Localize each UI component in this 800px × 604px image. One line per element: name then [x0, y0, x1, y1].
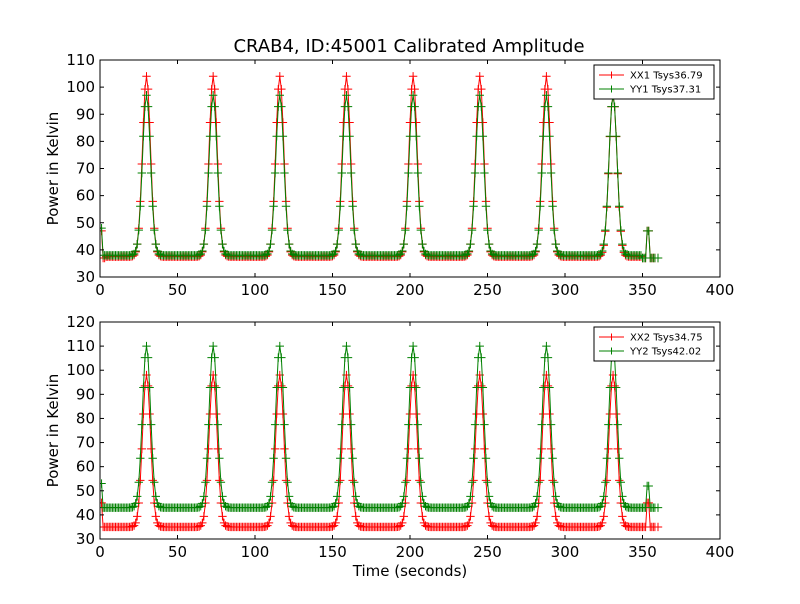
- x-tick-label: 200: [396, 281, 425, 299]
- x-tick-label: 300: [551, 281, 580, 299]
- y-axis-label: Power in Kelvin: [44, 112, 62, 226]
- x-tick-label: 100: [241, 281, 270, 299]
- legend-box: [593, 64, 715, 100]
- top-panel: 0 50 100 150 200 250 300 350 400 30 40 50 60 70 80 90 10…: [44, 51, 734, 299]
- series-markers-2: [100, 341, 663, 512]
- series-markers-2: [100, 91, 663, 263]
- legend-label: YY2 Tsys42.02: [629, 347, 701, 358]
- y-tick-label: 120: [66, 313, 95, 331]
- y-tick-label: 40: [76, 506, 95, 524]
- x-tick-label: 0: [95, 543, 105, 561]
- series-group: [100, 341, 663, 532]
- x-tick-label: 350: [628, 281, 657, 299]
- series-line-2: [100, 95, 658, 259]
- series-group: [100, 72, 663, 263]
- legend-marker: [608, 333, 615, 341]
- y-tick-label: 110: [66, 51, 95, 69]
- y-tick-label: 90: [76, 105, 95, 123]
- y-tick-label: 40: [76, 241, 95, 259]
- x-axis-label: Time (seconds): [352, 562, 468, 580]
- chart-title: CRAB4, ID:45001 Calibrated Amplitude: [233, 36, 584, 57]
- y-axis-label: Power in Kelvin: [44, 374, 62, 488]
- x-tick-label: 250: [473, 543, 502, 561]
- x-tick-label: 150: [318, 281, 347, 299]
- x-tick-label: 200: [396, 543, 425, 561]
- y-tick-label: 80: [76, 409, 95, 427]
- x-tick-label: 50: [168, 281, 187, 299]
- legend-marker: [608, 85, 615, 93]
- x-tick-label: 350: [628, 543, 657, 561]
- y-tick-label: 60: [76, 187, 95, 205]
- series-line-1: [100, 76, 658, 259]
- bottom-panel: 0 50 100 150 200 250 300 350 400 30 40 50 60 70 80 90 10…: [44, 313, 734, 580]
- y-tick-label: 100: [66, 78, 95, 96]
- y-tick-label: 30: [76, 268, 95, 286]
- legend: XX2 Tsys34.75 YY2 Tsys42.02: [593, 326, 715, 362]
- y-tick-label: 70: [76, 160, 95, 178]
- y-tick-label: 90: [76, 385, 95, 403]
- legend: XX1 Tsys36.79 YY1 Tsys37.31: [593, 64, 715, 100]
- x-tick-label: 400: [706, 281, 735, 299]
- y-tick-label: 60: [76, 458, 95, 476]
- x-tick-label: 0: [95, 281, 105, 299]
- y-tick-label: 50: [76, 482, 95, 500]
- legend-label: XX2 Tsys34.75: [630, 333, 703, 344]
- series-line-2: [100, 346, 658, 509]
- legend-marker: [608, 71, 615, 79]
- y-tick-label: 50: [76, 214, 95, 232]
- x-tick-label: 250: [473, 281, 502, 299]
- y-tick-label: 100: [66, 361, 95, 379]
- x-tick-label: 100: [241, 543, 270, 561]
- legend-box: [593, 326, 715, 362]
- y-tick-label: 30: [76, 530, 95, 548]
- legend-label: YY1 Tsys37.31: [629, 85, 701, 96]
- x-tick-label: 400: [706, 543, 735, 561]
- legend-label: XX1 Tsys36.79: [630, 71, 703, 82]
- x-tick-label: 150: [318, 543, 347, 561]
- legend-marker: [608, 347, 615, 355]
- y-tick-label: 110: [66, 337, 95, 355]
- y-tick-label: 70: [76, 434, 95, 452]
- x-tick-label: 300: [551, 543, 580, 561]
- series-markers-1: [100, 72, 663, 263]
- y-tick-label: 80: [76, 132, 95, 150]
- x-tick-label: 50: [168, 543, 187, 561]
